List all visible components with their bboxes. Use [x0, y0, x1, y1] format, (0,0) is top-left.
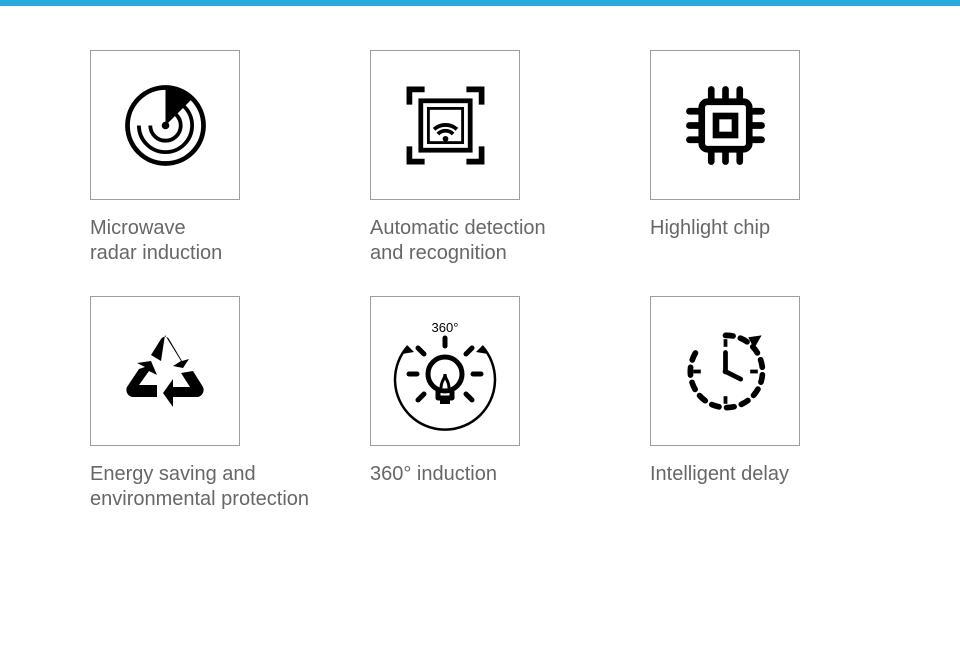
feature-recycle-label: Energy saving and environmental protecti…	[90, 462, 309, 512]
delay-icon	[678, 324, 773, 419]
feature-delay: Intelligent delay	[620, 296, 900, 512]
feature-chip: Highlight chip	[620, 50, 900, 266]
radar-icon-box	[90, 50, 240, 200]
feature-radar: Microwave radar induction	[60, 50, 340, 266]
recycle-icon-box	[90, 296, 240, 446]
induction-icon: 360°	[380, 306, 510, 436]
feature-delay-label: Intelligent delay	[650, 462, 789, 487]
detection-icon-box	[370, 50, 520, 200]
chip-icon	[678, 78, 773, 173]
feature-detection: Automatic detection and recognition	[340, 50, 620, 266]
radar-icon	[118, 78, 213, 173]
feature-induction-label: 360° induction	[370, 462, 497, 487]
feature-chip-label: Highlight chip	[650, 216, 770, 241]
detection-icon	[398, 78, 493, 173]
feature-detection-label: Automatic detection and recognition	[370, 216, 546, 266]
induction-inner-label: 360°	[432, 320, 459, 335]
feature-recycle: Energy saving and environmental protecti…	[60, 296, 340, 512]
delay-icon-box	[650, 296, 800, 446]
feature-induction: 360° 360° induction	[340, 296, 620, 512]
induction-icon-box: 360°	[370, 296, 520, 446]
feature-grid: Microwave radar induction Automatic dete…	[0, 10, 960, 512]
recycle-icon	[115, 321, 215, 421]
feature-radar-label: Microwave radar induction	[90, 216, 222, 266]
chip-icon-box	[650, 50, 800, 200]
